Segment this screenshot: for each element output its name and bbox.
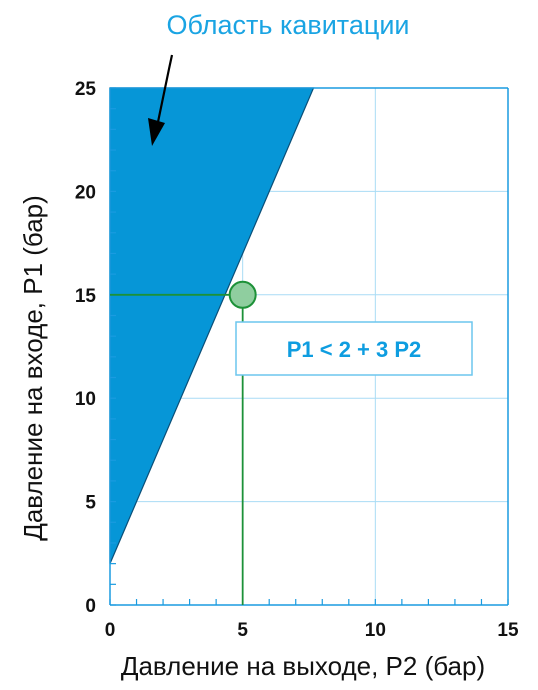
x-tick-label: 10 xyxy=(365,620,386,641)
plot-frame xyxy=(109,87,509,606)
y-axis-title: Давление на входе, P1 (бар) xyxy=(18,195,48,541)
y-tick-label: 10 xyxy=(75,389,96,410)
y-tick-label: 20 xyxy=(75,182,96,203)
x-axis-title: Давление на выходе, P2 (бар) xyxy=(121,651,485,681)
x-tick-label: 5 xyxy=(237,620,248,641)
x-tick-label: 0 xyxy=(105,620,116,641)
y-tick-label: 5 xyxy=(85,493,96,514)
y-tick-label: 25 xyxy=(75,79,97,100)
y-tick-label: 15 xyxy=(75,286,97,307)
formula-box: P1 < 2 + 3 P2 xyxy=(235,321,473,376)
x-tick-label: 15 xyxy=(497,620,519,641)
y-tick-label: 0 xyxy=(85,596,96,617)
circle-marker-icon xyxy=(228,280,257,309)
tick-labels: 0 5 10 15 0 5 10 15 20 25 xyxy=(75,79,519,641)
arrow-icon xyxy=(148,54,174,146)
cavitation-region-label: Область кавитации xyxy=(166,10,409,40)
formula-text: P1 < 2 + 3 P2 xyxy=(287,337,422,362)
